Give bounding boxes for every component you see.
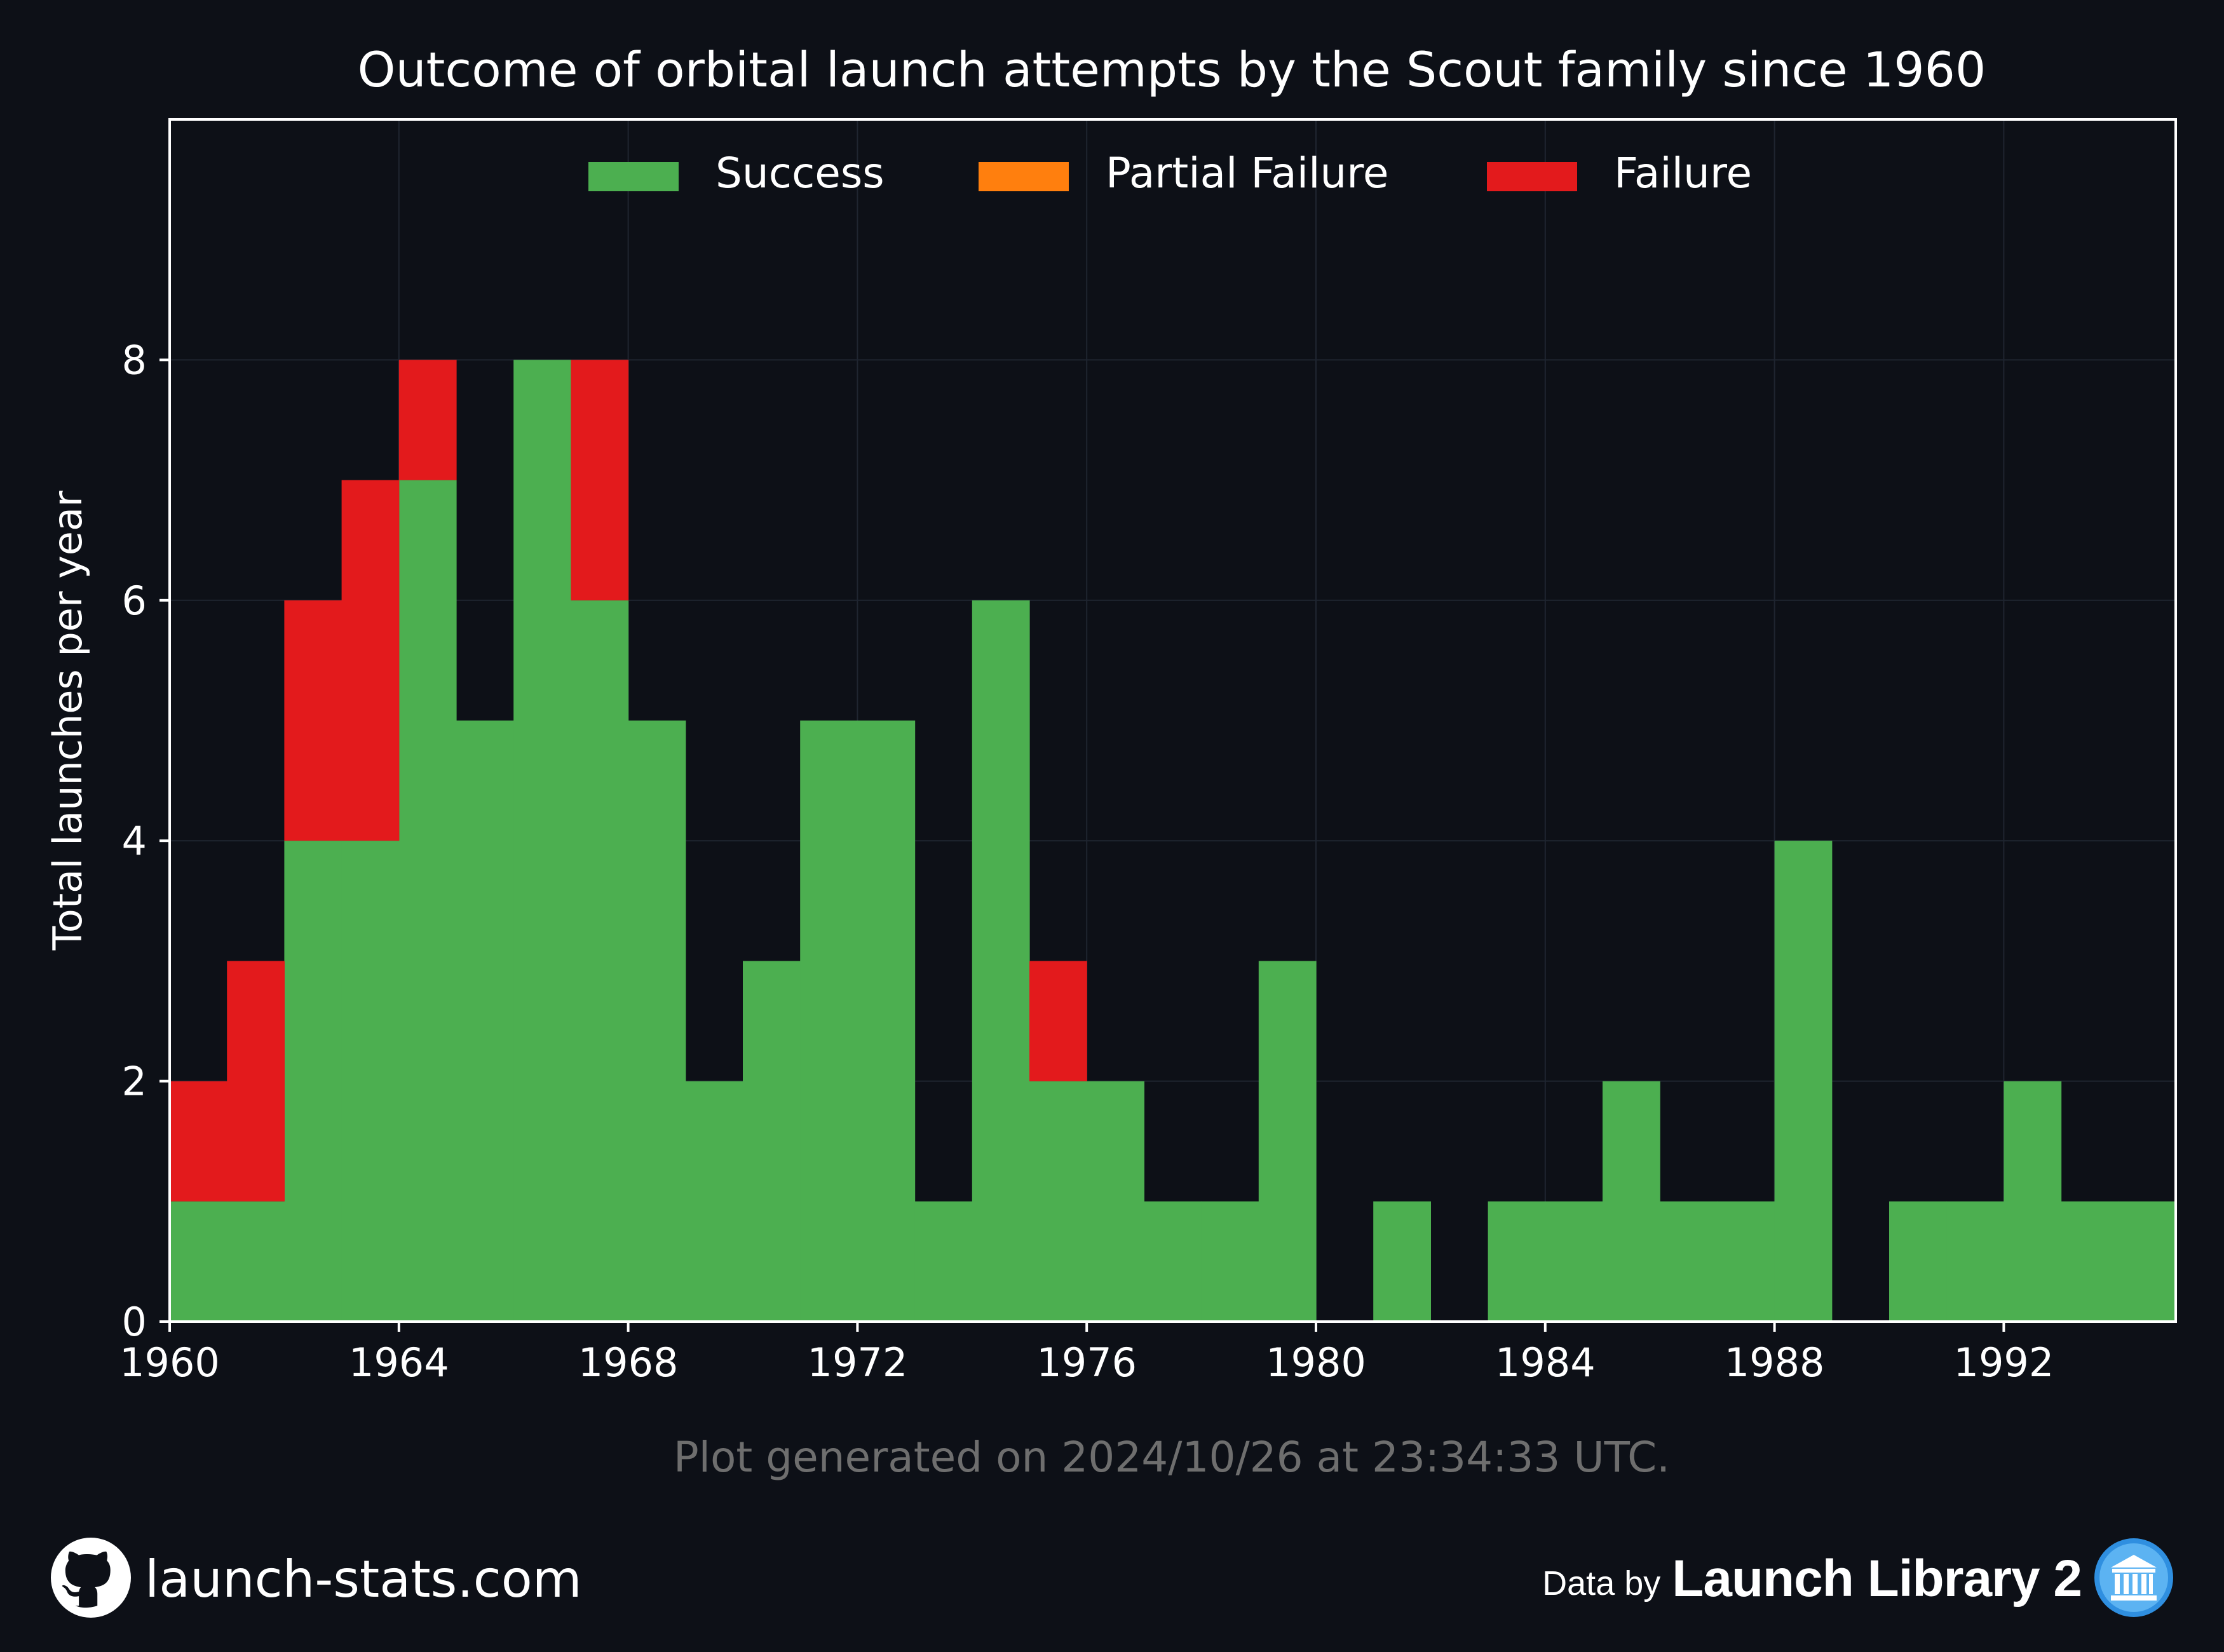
footnote: Plot generated on 2024/10/26 at 23:34:33… [674, 1433, 1670, 1482]
bar-success-1994 [2118, 1201, 2176, 1322]
y-axis-label: Total launches per year [44, 491, 91, 951]
y-axis: 0 2 4 6 8 [122, 337, 170, 1345]
x-tick-label-1992: 1992 [1954, 1339, 2054, 1386]
bar-success-1981 [1373, 1201, 1431, 1322]
chart-title: Outcome of orbital launch attempts by th… [358, 41, 1986, 98]
bar-success-1962 [284, 841, 342, 1322]
bar-success-1992 [2004, 1081, 2062, 1322]
bar-success-1968 [628, 721, 686, 1322]
y-tick-label-6: 6 [122, 578, 147, 624]
footer-site[interactable]: launch-stats.com [51, 1531, 582, 1627]
bar-failure-1967 [571, 360, 629, 600]
legend-item-failure[interactable]: Failure [1487, 149, 1752, 198]
bars [170, 360, 2176, 1322]
y-tick-label-4: 4 [122, 818, 147, 864]
x-tick-label-1980: 1980 [1266, 1339, 1366, 1386]
plot-area: 1960 1964 1968 1972 1976 1980 1984 1988 1992 0 2 4… [119, 118, 2177, 1386]
bar-success-1975 [1029, 1081, 1087, 1322]
x-tick-label-1984: 1984 [1495, 1339, 1596, 1386]
legend-swatch-failure [1487, 162, 1577, 191]
bar-success-1974 [972, 600, 1030, 1322]
launch-library-icon [2093, 1537, 2174, 1621]
bar-success-1979 [1258, 961, 1317, 1322]
bar-success-1966 [513, 360, 571, 1322]
github-icon [51, 1538, 131, 1620]
bar-success-1963 [341, 841, 400, 1322]
legend-swatch-partial-failure [979, 162, 1069, 191]
bar-failure-1975 [1029, 961, 1087, 1081]
x-axis: 1960 1964 1968 1972 1976 1980 1984 1988 1992 [119, 1322, 2054, 1386]
bar-success-1970 [743, 961, 801, 1322]
bar-success-1978 [1201, 1201, 1259, 1322]
bar-success-1969 [685, 1081, 743, 1322]
bar-failure-1960 [170, 1081, 227, 1202]
bar-success-1993 [2061, 1201, 2119, 1322]
bar-success-1991 [1946, 1201, 2004, 1322]
bar-success-1964 [398, 480, 457, 1322]
bar-success-1977 [1144, 1201, 1202, 1322]
bar-success-1971 [800, 721, 858, 1322]
bar-success-1960 [170, 1201, 227, 1322]
y-tick-label-8: 8 [122, 337, 147, 383]
bar-failure-1962 [284, 600, 342, 841]
x-tick-label-1960: 1960 [119, 1339, 220, 1386]
y-tick-label-0: 0 [122, 1299, 147, 1345]
x-tick-label-1964: 1964 [349, 1339, 449, 1386]
bar-success-1987 [1717, 1201, 1775, 1322]
legend-item-partial-failure[interactable]: Partial Failure [979, 149, 1389, 198]
legend-swatch-success [588, 162, 679, 191]
x-tick-label-1972: 1972 [808, 1339, 908, 1386]
x-tick-label-1968: 1968 [578, 1339, 679, 1386]
legend-label-partial-failure: Partial Failure [1106, 149, 1389, 198]
x-tick-label-1988: 1988 [1725, 1339, 1825, 1386]
bar-success-1967 [571, 600, 629, 1322]
bar-success-1965 [456, 721, 514, 1322]
site-link[interactable]: launch-stats.com [145, 1549, 582, 1609]
bar-failure-1963 [341, 480, 400, 841]
bar-success-1990 [1889, 1201, 1947, 1322]
bar-success-1973 [914, 1201, 973, 1322]
bar-success-1988 [1774, 841, 1833, 1322]
bar-success-1972 [857, 721, 916, 1322]
bar-success-1983 [1488, 1201, 1546, 1322]
legend-item-success[interactable]: Success [588, 149, 885, 198]
y-tick-label-2: 2 [122, 1059, 147, 1105]
bar-failure-1961 [227, 961, 285, 1202]
source-name[interactable]: Launch Library 2 [1672, 1550, 2082, 1608]
legend: Success Partial Failure Failure [588, 149, 1752, 198]
legend-label-success: Success [715, 149, 885, 198]
bar-success-1985 [1603, 1081, 1660, 1322]
bar-failure-1964 [398, 360, 457, 480]
bar-success-1976 [1087, 1081, 1144, 1322]
bar-success-1984 [1545, 1201, 1603, 1322]
x-tick-label-1976: 1976 [1036, 1339, 1137, 1386]
bar-success-1986 [1660, 1201, 1718, 1322]
legend-label-failure: Failure [1614, 149, 1752, 198]
plot-frame [168, 118, 2177, 1323]
footer-source[interactable]: Data by Launch Library 2 [1542, 1531, 2174, 1627]
bar-success-1961 [227, 1201, 285, 1322]
data-by-label: Data by [1542, 1564, 1661, 1602]
